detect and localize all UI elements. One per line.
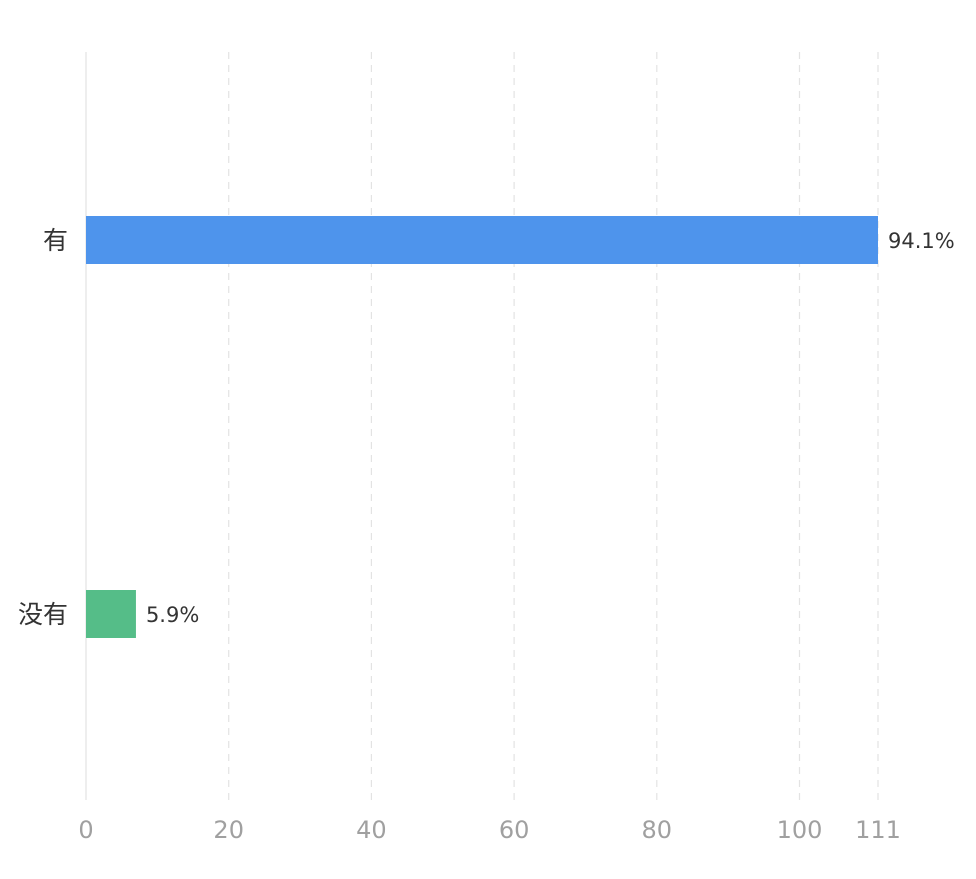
data-label-2: 5.9% <box>146 603 199 627</box>
x-tick-label-20: 20 <box>213 816 244 844</box>
x-tick-label-100: 100 <box>777 816 823 844</box>
x-tick-label-0: 0 <box>78 816 93 844</box>
bar-layer <box>86 216 878 638</box>
category-label-1: 有 <box>43 226 68 255</box>
category-label-2: 没有 <box>18 600 68 629</box>
label-layer: 有 94.1% 没有 5.9% <box>18 226 955 629</box>
grid-layer <box>85 52 879 800</box>
x-tick-label-80: 80 <box>642 816 673 844</box>
data-label-1: 94.1% <box>888 229 955 253</box>
x-tick-label-60: 60 <box>499 816 530 844</box>
x-tick-label-40: 40 <box>356 816 387 844</box>
x-axis-ticks: 0 20 40 60 80 100 111 <box>78 816 901 844</box>
x-tick-label-111: 111 <box>855 816 901 844</box>
bar-2[interactable] <box>86 590 136 638</box>
bar-1[interactable] <box>86 216 878 264</box>
